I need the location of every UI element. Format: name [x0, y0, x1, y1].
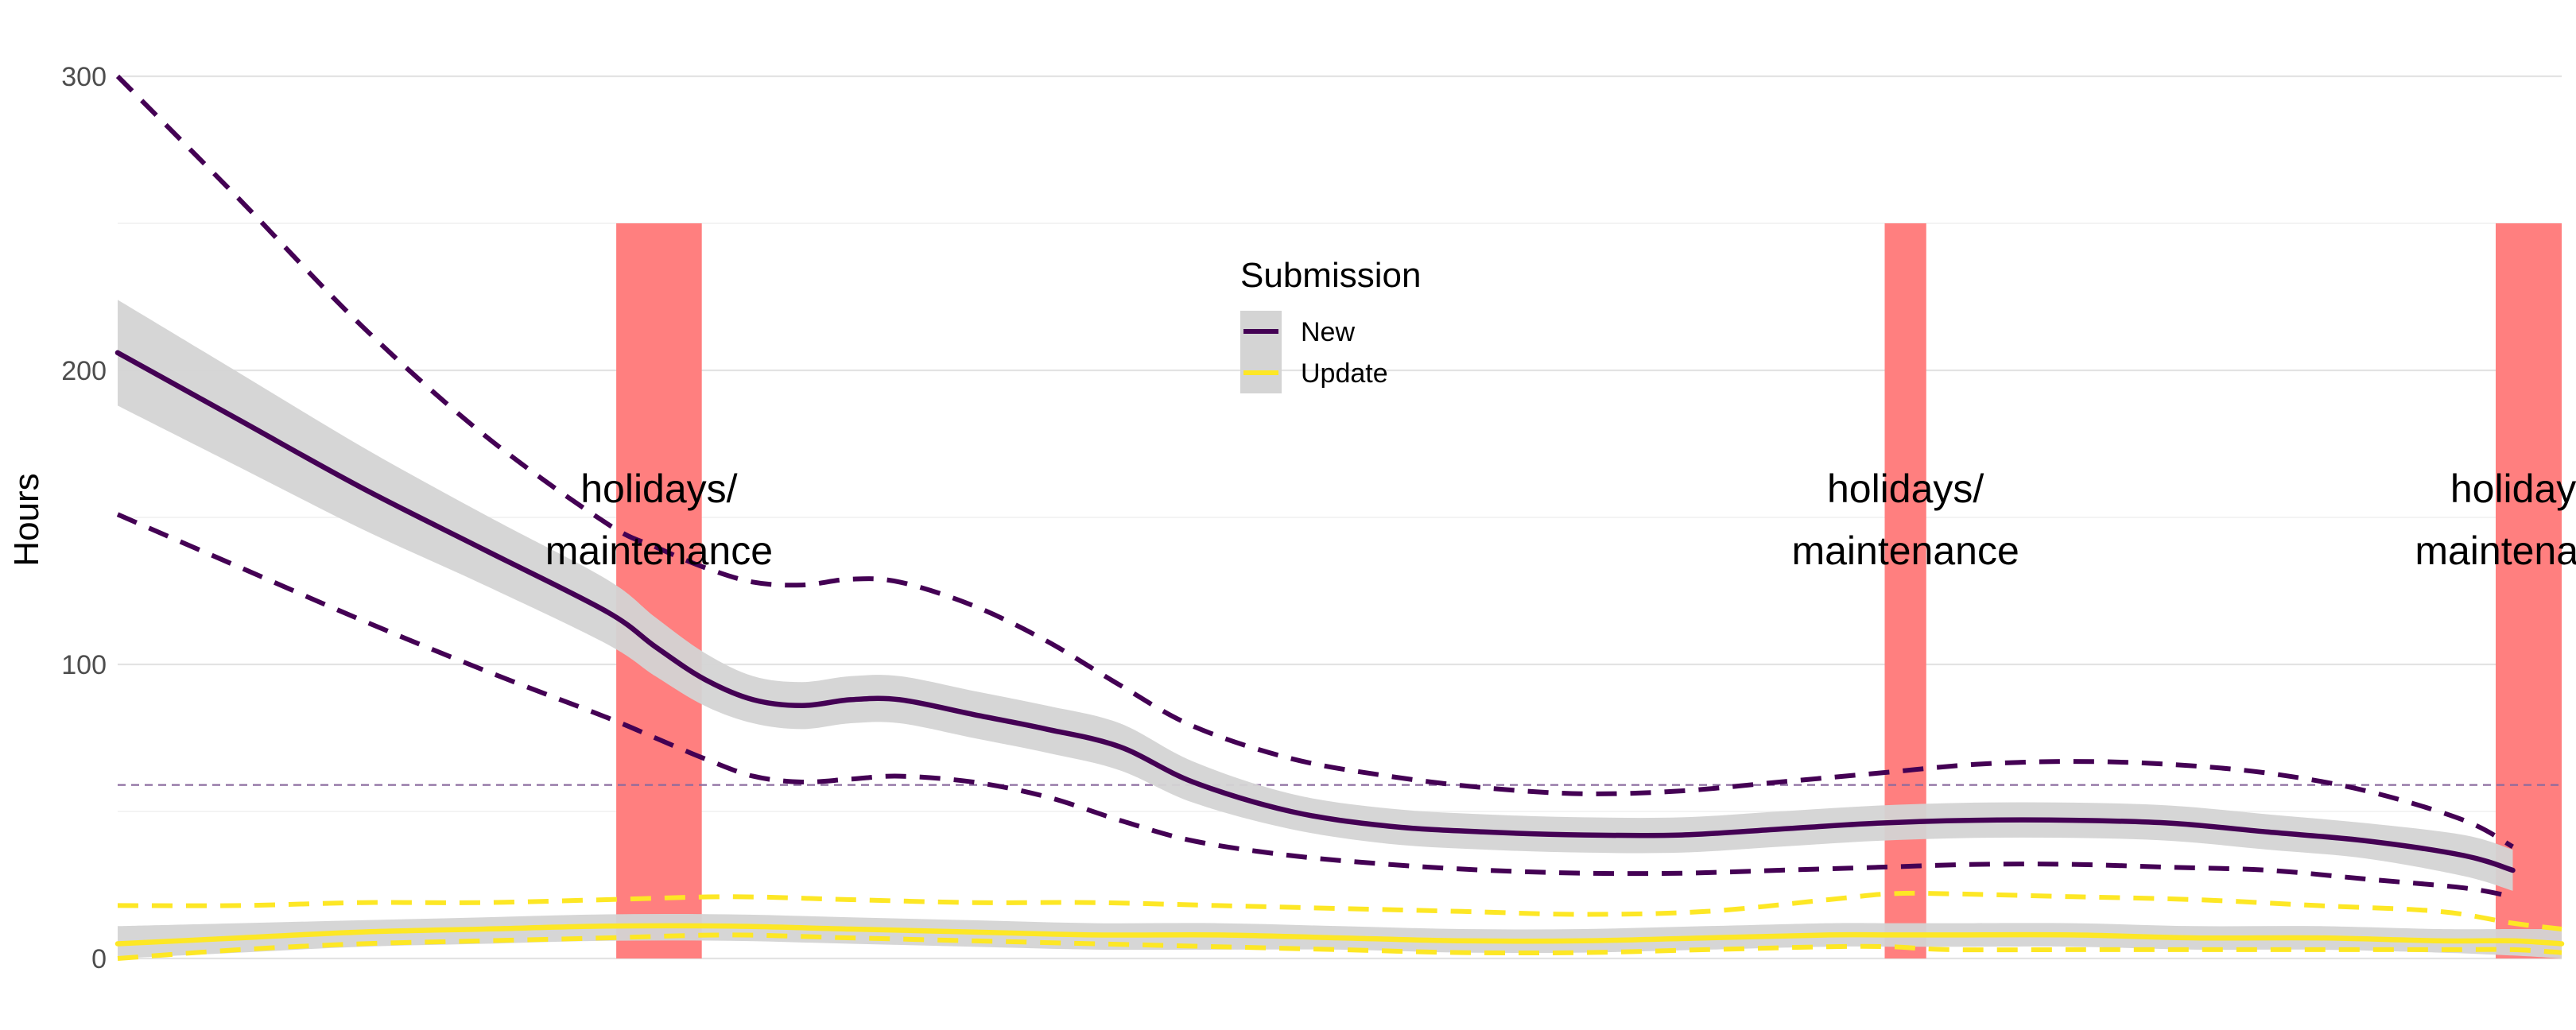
annotation-band — [2496, 223, 2562, 958]
line-update-smooth — [114, 923, 2565, 947]
series-lines — [114, 74, 2565, 961]
line-update-lower — [117, 932, 2562, 961]
line-new-upper — [115, 74, 2514, 850]
annotation-label-line2: maintenance — [2415, 529, 2576, 573]
annotation-band — [616, 223, 702, 958]
legend-label-update: Update — [1301, 358, 1388, 389]
annotation-band — [1884, 223, 1926, 958]
legend: Submission New Update — [1240, 256, 1421, 393]
annotation-label-line1: holidays/ — [580, 467, 737, 511]
y-tick-label: 300 — [61, 62, 107, 92]
legend-entry-new: New — [1240, 311, 1355, 352]
line-new-smooth — [114, 350, 2516, 873]
annotation-label-line2: maintenance — [1791, 529, 2019, 573]
y-tick-label: 200 — [61, 356, 107, 386]
legend-label-new: New — [1301, 317, 1355, 347]
line-new-lower — [116, 512, 2514, 900]
y-tick-label: 0 — [91, 944, 107, 974]
annotation-label-line1: holidays/ — [1827, 467, 1984, 511]
annotation-label-line2: maintenance — [545, 529, 773, 573]
y-tick-label: 100 — [61, 650, 107, 680]
legend-entry-update: Update — [1240, 352, 1388, 393]
annotation-labels: holidays/maintenance holidays/maintenance… — [545, 467, 2576, 573]
line-update-upper — [117, 890, 2562, 931]
y-axis-title: Hours — [7, 473, 46, 566]
annotation-label-line1: holidays/ — [2450, 467, 2576, 511]
legend-title: Submission — [1240, 256, 1421, 295]
gridlines — [118, 75, 2562, 960]
y-axis: 0 100 200 300 — [61, 62, 107, 974]
